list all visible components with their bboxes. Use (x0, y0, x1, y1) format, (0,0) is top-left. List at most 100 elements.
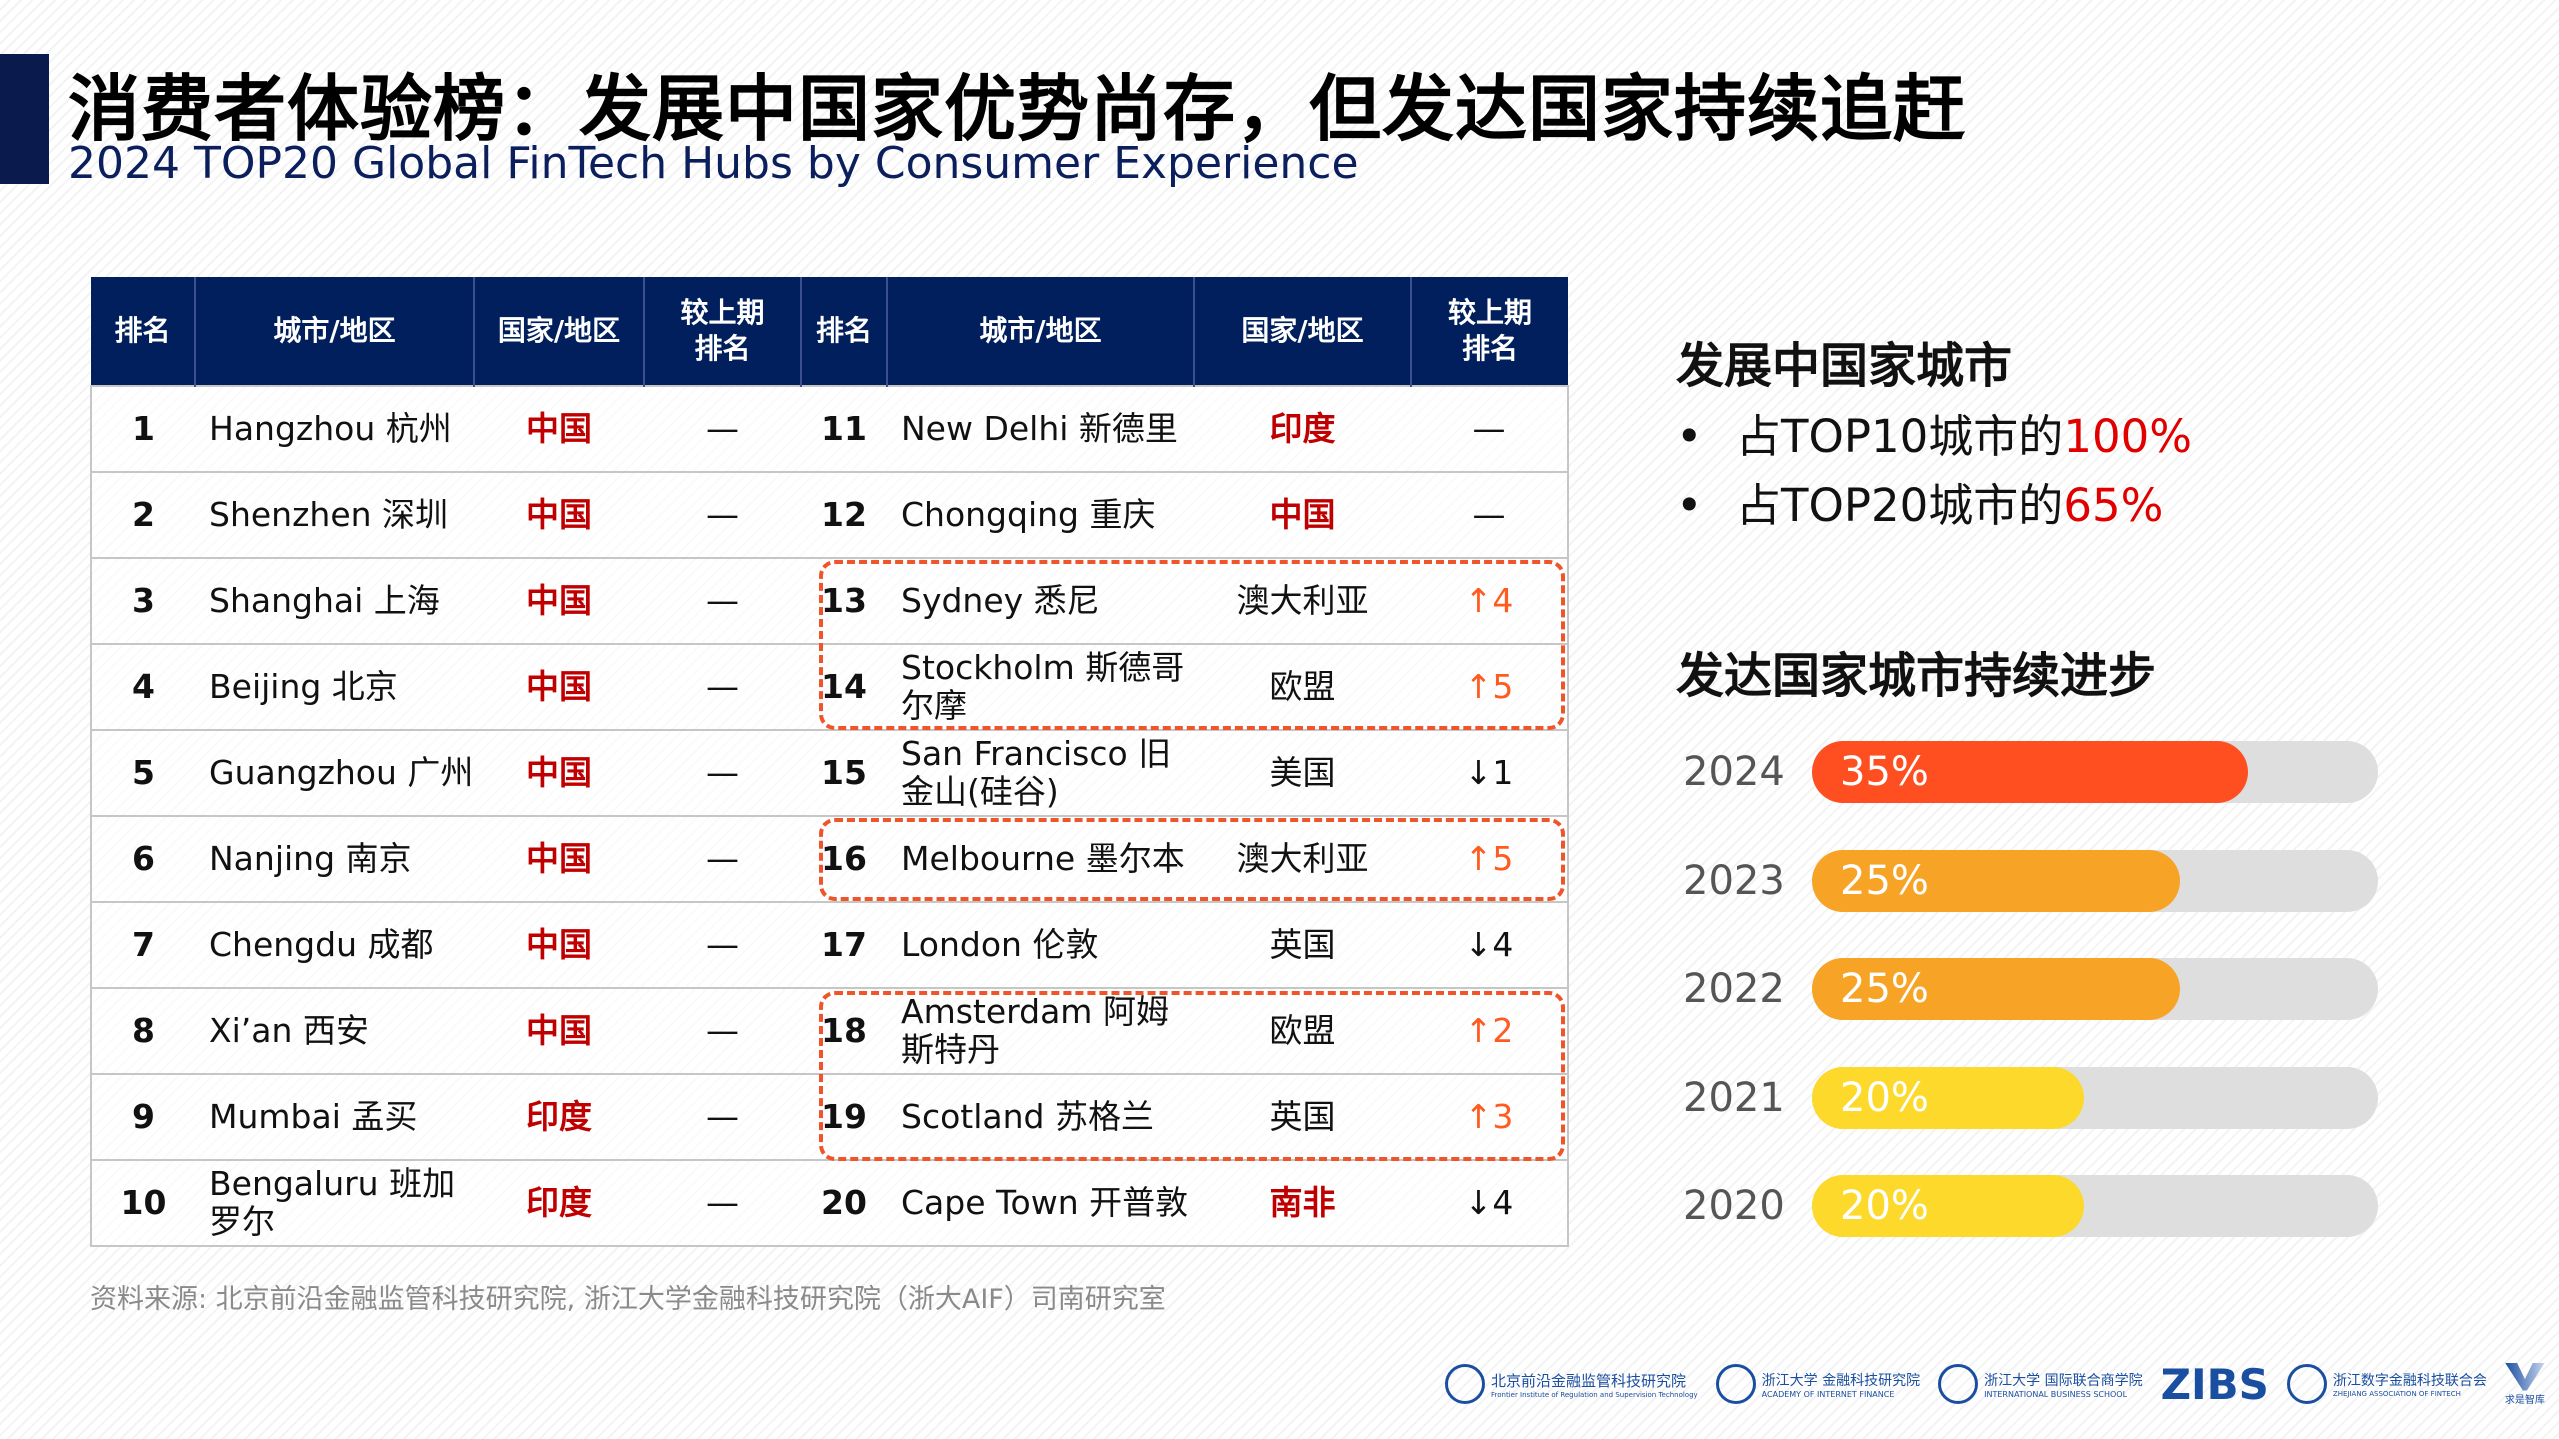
country-cell: 中国 (474, 643, 644, 730)
bullet-text: 占TOP20城市的 (1736, 479, 2064, 532)
country-cell: 中国 (474, 385, 644, 472)
bar-track: 25% (1812, 850, 2378, 912)
bullet-top10: • 占TOP10城市的100% (1676, 410, 2192, 463)
rank-cell: 6 (90, 815, 195, 902)
city-cell: San Francisco 旧金山(硅谷) (887, 729, 1194, 816)
bar-year: 2022 (1683, 966, 1785, 1012)
header-label: 国家/地区 (497, 314, 621, 347)
table-row: 8 Xi’an 西安 中国 —18 Amsterdam 阿姆斯特丹 欧盟 ↑2 (90, 987, 1569, 1074)
bar-value: 25% (1840, 966, 1929, 1012)
bar-track: 25% (1812, 958, 2378, 1020)
country-cell: 南非 (1194, 1159, 1411, 1247)
rank-change-cell: — (1411, 385, 1569, 472)
rank-cell: 19 (801, 1073, 887, 1160)
logo-text: Frontier Institute of Regulation and Sup… (1491, 1390, 1698, 1399)
city-cell: London 伦敦 (887, 901, 1194, 988)
bar-value: 20% (1840, 1075, 1929, 1121)
country-cell: 中国 (474, 987, 644, 1074)
country-cell: 英国 (1194, 1073, 1411, 1160)
country-cell: 印度 (474, 1159, 644, 1247)
city-cell: Shenzhen 深圳 (195, 471, 474, 558)
rank-cell: 18 (801, 987, 887, 1074)
city-cell: Chongqing 重庆 (887, 471, 1194, 558)
zaf-seal-icon (2286, 1364, 2327, 1404)
city-cell: Beijing 北京 (195, 643, 474, 730)
rank-change-cell: — (1411, 471, 1569, 558)
rank-change-cell: — (644, 1073, 801, 1160)
country-cell: 欧盟 (1194, 643, 1411, 730)
bar-row-2020: 2020 20% (1683, 1175, 2383, 1237)
country-cell: 英国 (1194, 901, 1411, 988)
accent-bar (0, 54, 49, 184)
country-cell: 中国 (474, 471, 644, 558)
qs-emblem-icon (2504, 1362, 2545, 1391)
table-row: 7 Chengdu 成都 中国 —17 London 伦敦 英国 ↓4 (90, 901, 1569, 988)
country-cell: 澳大利亚 (1194, 557, 1411, 644)
rank-cell: 7 (90, 901, 195, 988)
header-label: 较上期排名 (680, 296, 765, 365)
rank-change-cell: — (644, 385, 801, 472)
rank-cell: 13 (801, 557, 887, 644)
bullet-value: 100% (2063, 410, 2192, 463)
zaf-logo: 浙江数字金融科技联合会 ZHEJIANG ASSOCIATION OF FINTE… (2286, 1364, 2487, 1404)
bullet-value: 65% (2063, 479, 2164, 532)
table-row: 10 Bengaluru 班加罗尔 印度 —20 Cape Town 开普敦 南非 ↓4 (90, 1159, 1569, 1247)
page-title: 消费者体验榜：发展中国家优势尚存，但发达国家持续追赶 (68, 67, 1967, 151)
table-row: 2 Shenzhen 深圳 中国 —12 Chongqing 重庆 中国 — (90, 471, 1569, 558)
bar-year: 2023 (1683, 858, 1785, 904)
table-row: 4 Beijing 北京 中国 —14 Stockholm 斯德哥尔摩 欧盟 ↑5 (90, 643, 1569, 730)
column-header-country: 国家/地区 (473, 277, 644, 386)
country-cell: 澳大利亚 (1194, 815, 1411, 902)
country-cell: 中国 (474, 815, 644, 902)
column-header-city: 城市/地区 (886, 277, 1194, 386)
country-cell: 欧盟 (1194, 987, 1411, 1074)
rank-change-cell: ↓4 (1411, 1159, 1569, 1247)
city-cell: Mumbai 孟买 (195, 1073, 474, 1160)
bar-track: 20% (1812, 1067, 2378, 1129)
city-cell: Xi’an 西安 (195, 987, 474, 1074)
rank-change-cell: — (644, 729, 801, 816)
city-cell: Sydney 悉尼 (887, 557, 1194, 644)
column-header-city: 城市/地区 (194, 277, 474, 386)
zibs-logo: ZIBS (2160, 1359, 2269, 1409)
rank-cell: 1 (90, 385, 195, 472)
rank-change-cell: ↓4 (1411, 901, 1569, 988)
country-cell: 中国 (474, 901, 644, 988)
bar-row-2023: 2023 25% (1683, 850, 2383, 912)
logo-text: 求是智库 (2504, 1394, 2545, 1406)
rank-change-cell: ↑3 (1411, 1073, 1569, 1160)
column-header-country: 国家/地区 (1193, 277, 1411, 386)
logo-text: ACADEMY OF INTERNET FINANCE (1761, 1389, 1895, 1399)
city-cell: Hangzhou 杭州 (195, 385, 474, 472)
rank-cell: 16 (801, 815, 887, 902)
rank-change-cell: ↑5 (1411, 643, 1569, 730)
header-label: 排名 (114, 314, 171, 347)
city-cell: Scotland 苏格兰 (887, 1073, 1194, 1160)
city-cell: Melbourne 墨尔本 (887, 815, 1194, 902)
logo-text: 浙江大学 国际联合商学院 (1984, 1372, 2143, 1389)
first-logo: 北京前沿金融监管科技研究院 Frontier Institute of Regul… (1445, 1364, 1698, 1404)
bullet-text: 占TOP10城市的 (1736, 410, 2064, 463)
rank-cell: 8 (90, 987, 195, 1074)
city-cell: Nanjing 南京 (195, 815, 474, 902)
rank-cell: 3 (90, 557, 195, 644)
bar-year: 2020 (1683, 1183, 1785, 1229)
rank-cell: 5 (90, 729, 195, 816)
bar-row-2022: 2022 25% (1683, 958, 2383, 1020)
bar-fill: 25% (1812, 958, 2180, 1020)
country-cell: 中国 (474, 729, 644, 816)
city-cell: Shanghai 上海 (195, 557, 474, 644)
rank-change-cell: — (644, 815, 801, 902)
logo-text: INTERNATIONAL BUSINESS SCHOOL (1984, 1389, 2128, 1399)
bar-year: 2024 (1683, 749, 1785, 795)
logo-text: 北京前沿金融监管科技研究院 (1491, 1371, 1687, 1390)
bar-value: 20% (1840, 1183, 1929, 1229)
bar-value: 35% (1840, 749, 1929, 795)
rank-change-cell: ↑4 (1411, 557, 1569, 644)
bar-row-2024: 2024 35% (1683, 741, 2383, 803)
rank-cell: 4 (90, 643, 195, 730)
zju-seal-icon (1715, 1364, 1756, 1404)
table-row: 6 Nanjing 南京 中国 —16 Melbourne 墨尔本 澳大利亚 ↑5 (90, 815, 1569, 902)
developing-heading: 发展中国家城市 (1676, 338, 2013, 394)
logo-text: ZHEJIANG ASSOCIATION OF FINTECH (2332, 1390, 2461, 1398)
